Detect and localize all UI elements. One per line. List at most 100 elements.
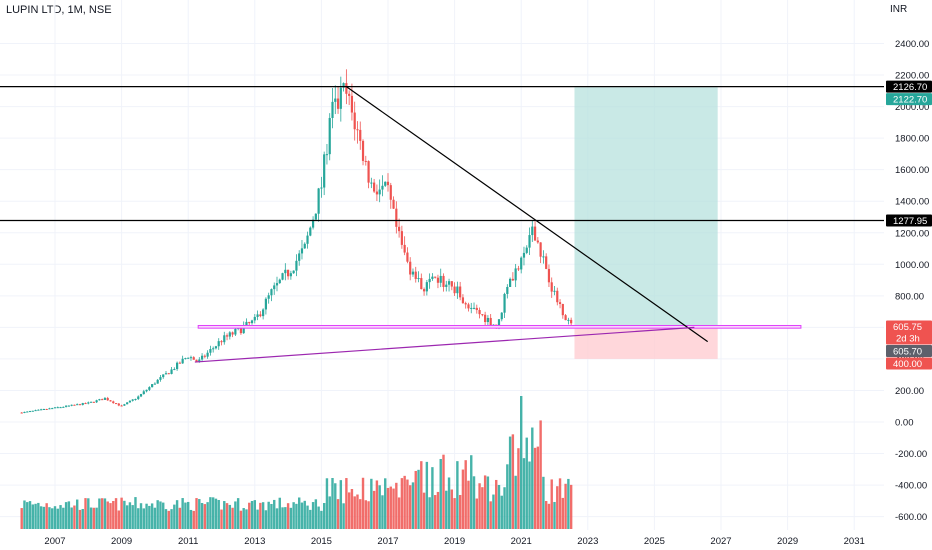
volume-bar — [253, 500, 256, 529]
volume-bar — [461, 469, 465, 529]
candle-body — [420, 278, 423, 290]
candle-body — [536, 240, 539, 243]
volume-bar — [200, 502, 204, 529]
candle-body — [453, 286, 456, 294]
volume-bar — [48, 507, 51, 529]
volume-bar — [458, 494, 462, 529]
candle-body — [509, 278, 512, 287]
candle-body — [56, 407, 59, 409]
candle-body — [356, 129, 359, 131]
candle-body — [481, 314, 484, 316]
volume-bar — [267, 501, 270, 529]
candle-body — [456, 286, 459, 294]
candle-body — [470, 307, 473, 309]
position-zones — [574, 87, 718, 359]
candle-body — [489, 317, 492, 326]
volume-bar — [73, 505, 76, 529]
volume-bar — [564, 483, 567, 529]
candle-body — [106, 398, 109, 401]
candle-body — [65, 405, 68, 407]
x-tick-label: 2031 — [844, 536, 865, 547]
candle-body — [81, 403, 84, 405]
grid — [0, 0, 884, 530]
volume-bar — [492, 494, 495, 529]
volume-bar — [522, 458, 526, 529]
volume-bar — [286, 503, 290, 529]
volume-bar — [464, 460, 467, 529]
candle-body — [486, 317, 489, 323]
volume-bar — [500, 495, 503, 529]
candle-body — [514, 268, 517, 281]
volume-bar — [95, 507, 98, 529]
candle-body — [567, 319, 570, 321]
candle-body — [298, 253, 301, 261]
volume-bar — [281, 507, 284, 529]
candle-body — [248, 321, 251, 324]
candle-body — [203, 355, 206, 357]
candle-body — [62, 406, 65, 408]
volume-bar — [472, 476, 476, 529]
candle-body — [533, 226, 537, 241]
candle-body — [325, 154, 329, 156]
x-tick-label: 2013 — [244, 536, 265, 547]
candle-body — [320, 187, 323, 189]
volume-bar — [228, 504, 232, 529]
candle-body — [553, 290, 556, 292]
y-tick-label: 2200.00 — [895, 71, 929, 82]
volume-bar — [284, 507, 287, 529]
candle-body — [342, 83, 345, 88]
candle-body — [76, 404, 79, 406]
candle-body — [270, 289, 273, 296]
candle-body — [26, 411, 29, 413]
volume-bar — [475, 498, 478, 529]
candle-body — [267, 295, 270, 299]
volume-bar — [361, 477, 365, 529]
y-tick-label: -200.00 — [895, 449, 927, 460]
volume-bar — [192, 510, 195, 529]
candle-body — [334, 98, 337, 102]
candle-body — [542, 256, 545, 258]
drawings[interactable] — [0, 86, 884, 363]
candle-body — [42, 409, 45, 411]
x-tick-label: 2011 — [178, 536, 198, 547]
volume-bar — [137, 508, 140, 529]
volume-bar — [420, 461, 423, 529]
symbol-title[interactable]: LUPIN LTD, 1M, NSE — [6, 4, 112, 16]
candle-body — [128, 400, 132, 403]
volume-bar — [397, 497, 401, 529]
volume-bar — [184, 502, 187, 529]
volume-bar — [470, 455, 473, 529]
candle-body — [361, 140, 365, 161]
level-badge-high-label: 2126.70 — [893, 82, 927, 93]
volume-bar — [162, 502, 165, 529]
candle-body — [497, 319, 501, 328]
candle-body — [289, 273, 292, 277]
candle-body — [339, 87, 342, 109]
candle-body — [314, 213, 317, 220]
volume-bar — [411, 482, 415, 529]
candle-body — [89, 401, 93, 403]
volume-bar — [417, 469, 420, 529]
volume-bar — [261, 502, 265, 529]
volume-bar — [334, 483, 337, 529]
candle-body — [311, 219, 315, 228]
candle-body — [370, 182, 373, 184]
volume-bar — [486, 476, 490, 529]
last-price-badge — [886, 320, 932, 345]
candle-body — [262, 309, 265, 317]
volume-bar — [187, 501, 190, 529]
candle-body — [228, 332, 231, 337]
candle-body — [303, 243, 306, 249]
volume-bar — [273, 499, 276, 529]
volume-bar — [250, 500, 254, 529]
time-axis[interactable]: 2007 2009 2011 2013 2015 2017 2019 2021 2023 2025… — [44, 536, 864, 547]
volume-bar — [295, 503, 298, 529]
candle-body — [225, 335, 229, 337]
candle-body — [73, 404, 76, 406]
price-axis[interactable]: 2400.00 2200.00 2000.00 1800.00 1600.00 1400.… — [895, 39, 929, 523]
candle-body — [239, 327, 243, 334]
volume-bar — [544, 501, 548, 529]
volume-bar — [370, 478, 373, 529]
